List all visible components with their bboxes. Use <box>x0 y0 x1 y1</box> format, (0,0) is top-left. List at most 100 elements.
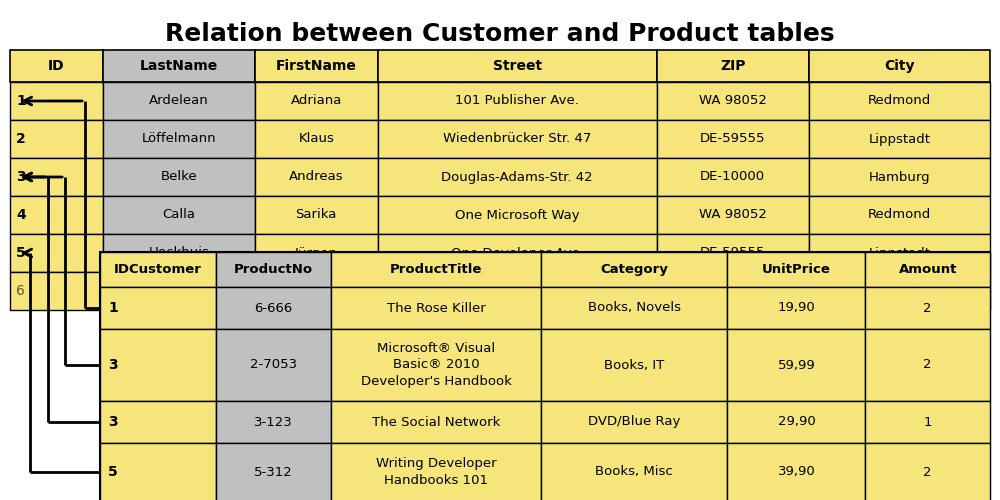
Text: Wiedenbrücker Str. 47: Wiedenbrücker Str. 47 <box>443 132 591 145</box>
Bar <box>727 401 865 443</box>
Bar <box>10 196 103 234</box>
Text: 3: 3 <box>16 170 26 184</box>
Text: 1: 1 <box>923 416 932 428</box>
Text: Sarika: Sarika <box>296 208 337 222</box>
Text: Street: Street <box>493 59 542 73</box>
Bar <box>809 50 990 82</box>
Bar <box>100 329 216 401</box>
Bar <box>103 272 255 310</box>
Bar <box>103 82 255 120</box>
Bar <box>100 287 216 329</box>
Bar <box>727 329 865 401</box>
Bar <box>809 82 990 120</box>
Bar <box>331 401 541 443</box>
Text: WA 98052: WA 98052 <box>699 208 767 222</box>
Bar <box>541 287 727 329</box>
Bar <box>103 196 255 234</box>
Text: ZIP: ZIP <box>720 59 746 73</box>
Text: 6-666: 6-666 <box>254 302 293 314</box>
Bar <box>100 443 216 500</box>
Bar <box>541 401 727 443</box>
Bar <box>331 329 541 401</box>
Text: Löffelmann: Löffelmann <box>142 132 216 145</box>
Bar <box>865 329 990 401</box>
Text: 3: 3 <box>108 415 118 429</box>
Text: 5-312: 5-312 <box>254 466 293 478</box>
Bar <box>378 50 657 82</box>
Text: 5: 5 <box>108 465 118 479</box>
Bar <box>865 443 990 500</box>
Text: Belke: Belke <box>161 170 197 183</box>
Bar <box>216 401 331 443</box>
Bar <box>378 158 657 196</box>
Text: Relation between Customer and Product tables: Relation between Customer and Product ta… <box>165 22 835 46</box>
Bar <box>103 50 255 82</box>
Text: Adriana: Adriana <box>291 94 342 108</box>
Bar <box>10 82 103 120</box>
Bar <box>100 252 216 287</box>
Bar <box>657 158 809 196</box>
Text: 3: 3 <box>108 358 118 372</box>
Bar <box>378 272 657 310</box>
Bar <box>10 158 103 196</box>
Bar <box>657 120 809 158</box>
Text: Category: Category <box>600 263 668 276</box>
Text: 5: 5 <box>16 246 26 260</box>
Text: The Rose Killer: The Rose Killer <box>387 302 485 314</box>
Text: 59,99: 59,99 <box>778 358 815 372</box>
Text: Ardelean: Ardelean <box>149 94 209 108</box>
Text: Lippstadt: Lippstadt <box>868 246 930 260</box>
Bar <box>541 443 727 500</box>
Text: 2: 2 <box>923 466 932 478</box>
Text: Somebody: Somebody <box>144 284 214 298</box>
Bar <box>103 120 255 158</box>
Text: Books, Novels: Books, Novels <box>588 302 680 314</box>
Bar <box>727 443 865 500</box>
Bar <box>809 158 990 196</box>
Bar <box>10 50 103 82</box>
Bar <box>255 82 378 120</box>
Bar <box>809 196 990 234</box>
Text: IDCustomer: IDCustomer <box>114 263 202 276</box>
Text: Books, Misc: Books, Misc <box>595 466 673 478</box>
Text: Redmond: Redmond <box>868 94 931 108</box>
Text: FirstName: FirstName <box>276 59 357 73</box>
Bar <box>216 252 331 287</box>
Bar <box>378 120 657 158</box>
Text: Books, IT: Books, IT <box>604 358 664 372</box>
Text: ProductTitle: ProductTitle <box>390 263 482 276</box>
Bar <box>10 272 103 310</box>
Text: Hamburg: Hamburg <box>869 170 930 183</box>
Text: Andreas: Andreas <box>289 170 344 183</box>
Bar <box>255 158 378 196</box>
Text: Klaus: Klaus <box>298 132 334 145</box>
Text: DE-10000: DE-10000 <box>700 170 765 183</box>
Bar <box>378 82 657 120</box>
Bar <box>331 252 541 287</box>
Text: 2: 2 <box>16 132 26 146</box>
Text: DVD/Blue Ray: DVD/Blue Ray <box>588 416 680 428</box>
Text: 1: 1 <box>108 301 118 315</box>
Bar <box>100 401 216 443</box>
Bar <box>657 234 809 272</box>
Text: UnitPrice: UnitPrice <box>762 263 831 276</box>
Bar <box>103 158 255 196</box>
Text: 3-123: 3-123 <box>254 416 293 428</box>
Bar <box>378 234 657 272</box>
Text: 6: 6 <box>16 284 25 298</box>
Bar <box>727 252 865 287</box>
Text: WA 98052: WA 98052 <box>699 94 767 108</box>
Text: 19,90: 19,90 <box>778 302 815 314</box>
Bar <box>809 272 990 310</box>
Text: DE-28200: DE-28200 <box>700 284 765 298</box>
Text: Microsoft® Visual
Basic® 2010
Developer's Handbook: Microsoft® Visual Basic® 2010 Developer'… <box>361 342 511 388</box>
Text: Calla: Calla <box>163 208 196 222</box>
Text: City: City <box>884 59 915 73</box>
Text: Can't be Read Street: Can't be Read Street <box>448 284 586 298</box>
Bar <box>255 272 378 310</box>
Text: Amount: Amount <box>899 263 957 276</box>
Bar <box>657 50 809 82</box>
Text: Redmond: Redmond <box>868 208 931 222</box>
Text: 2-7053: 2-7053 <box>250 358 297 372</box>
Text: Jürgen: Jürgen <box>295 246 338 260</box>
